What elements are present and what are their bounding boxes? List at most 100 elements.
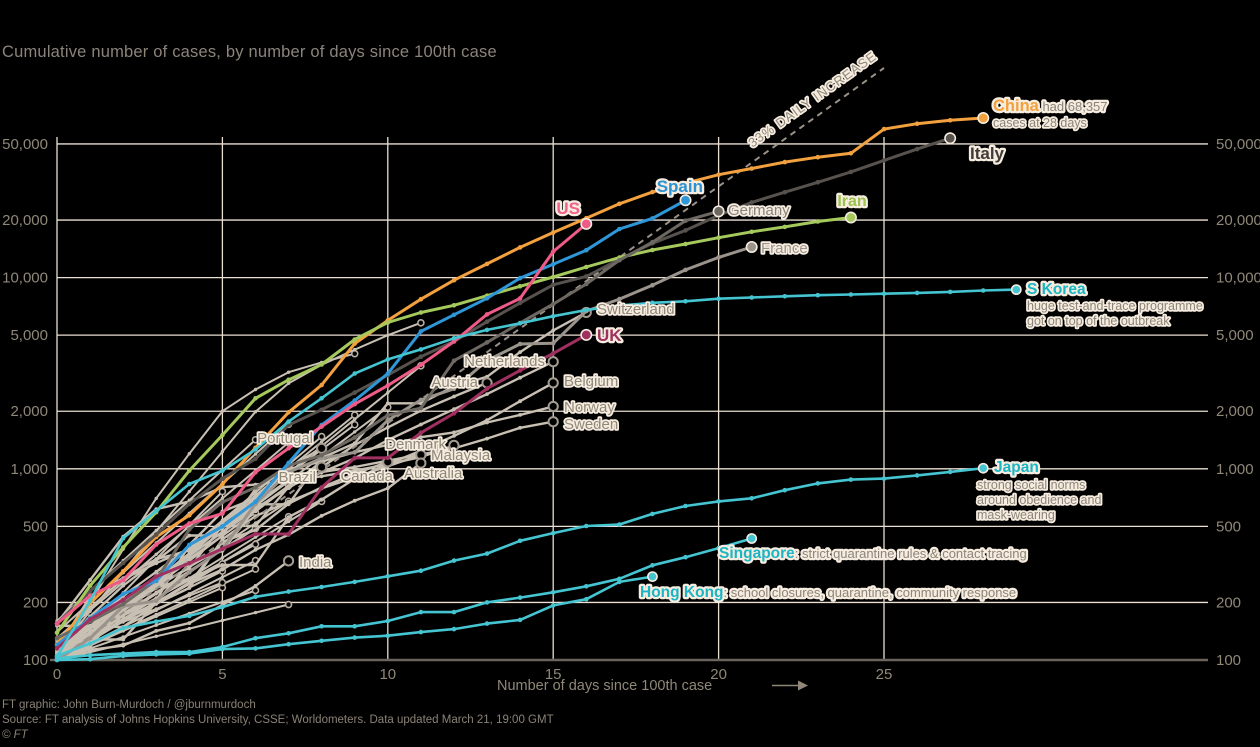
series-point bbox=[253, 396, 258, 401]
series-point bbox=[154, 558, 159, 563]
series-point bbox=[319, 453, 324, 458]
series-label-belgium: Belgium bbox=[564, 373, 618, 390]
series-point bbox=[153, 598, 159, 604]
series-point bbox=[87, 656, 93, 662]
series-point bbox=[286, 419, 291, 424]
series-point bbox=[584, 274, 589, 279]
series-point bbox=[54, 630, 60, 635]
series-point bbox=[550, 230, 556, 235]
series-point bbox=[517, 296, 523, 301]
series-point bbox=[451, 626, 457, 632]
series-point bbox=[815, 154, 821, 160]
series-endpoint-open bbox=[251, 540, 260, 549]
series-point bbox=[121, 583, 126, 588]
x-tick-label: 10 bbox=[379, 666, 396, 683]
series-point bbox=[120, 601, 126, 607]
series-point bbox=[352, 624, 358, 629]
series-point bbox=[451, 358, 457, 364]
series-point bbox=[120, 577, 126, 583]
series-point bbox=[220, 511, 225, 516]
series-line bbox=[55, 245, 754, 662]
daily-increase-label: 33% DAILY INCREASE bbox=[745, 48, 879, 150]
series-point bbox=[253, 535, 258, 539]
series-point bbox=[418, 609, 424, 615]
series-point bbox=[352, 435, 358, 440]
series-note: got on top of the outbreak bbox=[1027, 314, 1170, 328]
series-endpoint-open bbox=[251, 565, 260, 573]
series-point bbox=[286, 445, 291, 451]
series-point bbox=[518, 425, 522, 430]
y-tick-label-left: 10,000 bbox=[2, 270, 48, 287]
series-point bbox=[120, 625, 126, 631]
series-point bbox=[385, 357, 391, 362]
series-point bbox=[914, 146, 920, 152]
series-point bbox=[484, 261, 490, 267]
series-point bbox=[518, 375, 522, 380]
series-point bbox=[352, 579, 358, 585]
series-point bbox=[584, 247, 589, 253]
series-point bbox=[683, 503, 688, 509]
series-point bbox=[253, 456, 258, 462]
series-point bbox=[848, 292, 854, 297]
series-point bbox=[54, 621, 60, 626]
series-point bbox=[848, 151, 854, 156]
y-tick-label-left: 2,000 bbox=[10, 403, 48, 420]
series-point bbox=[154, 629, 159, 633]
series-point bbox=[418, 354, 424, 360]
series-point bbox=[550, 249, 556, 254]
series-point bbox=[120, 545, 126, 550]
series-point bbox=[187, 582, 192, 586]
series-endpoint bbox=[679, 194, 692, 207]
series-point bbox=[286, 589, 291, 594]
series-point bbox=[947, 118, 953, 123]
series-point bbox=[352, 455, 358, 461]
series-point bbox=[154, 623, 158, 627]
series-point bbox=[518, 350, 522, 354]
chart-footer: FT graphic: John Burn-Murdoch / @jburnmu… bbox=[2, 698, 554, 743]
series-point bbox=[385, 438, 390, 442]
series-point bbox=[881, 126, 887, 132]
y-tick-label-right: 100 bbox=[1216, 652, 1241, 669]
series-label-us: US bbox=[556, 199, 580, 218]
series-point bbox=[452, 407, 456, 412]
series-point bbox=[220, 567, 225, 572]
series-point bbox=[120, 536, 126, 541]
series-point bbox=[220, 600, 225, 604]
series-point bbox=[650, 189, 655, 195]
series-label-iran: Iran bbox=[837, 193, 866, 210]
series-point bbox=[484, 312, 490, 317]
series-point bbox=[352, 401, 358, 407]
series-point bbox=[153, 652, 159, 657]
series-point bbox=[914, 121, 920, 126]
series-endpoint-open bbox=[251, 435, 260, 444]
series-point bbox=[749, 295, 754, 300]
series-endpoint-open bbox=[547, 377, 559, 389]
series-point bbox=[716, 545, 721, 551]
series-point bbox=[319, 497, 324, 502]
series-endpoint bbox=[580, 328, 593, 341]
series-point bbox=[418, 296, 424, 302]
series-point bbox=[286, 515, 291, 519]
series-line bbox=[55, 461, 423, 656]
series-point bbox=[550, 351, 556, 356]
series-point bbox=[187, 552, 192, 557]
series-label-japan: Japan bbox=[994, 459, 1039, 476]
series-point bbox=[451, 277, 457, 283]
series-point bbox=[451, 336, 457, 341]
series-label-germany: Germany bbox=[728, 202, 790, 219]
series-point bbox=[253, 410, 258, 414]
series-point bbox=[418, 405, 424, 411]
x-tick-label: 25 bbox=[876, 666, 893, 683]
series-point bbox=[914, 290, 920, 296]
series-labels: Switzerland Netherlands Austria Belgium Norw… bbox=[255, 95, 1204, 604]
series-point bbox=[121, 614, 125, 618]
series-point bbox=[650, 300, 655, 306]
series-point bbox=[253, 563, 258, 567]
series-point bbox=[220, 449, 225, 454]
series-label-singapore: Singapore: strict quarantine rules & con… bbox=[719, 545, 1027, 562]
series-point bbox=[418, 329, 424, 334]
series-point bbox=[220, 556, 225, 560]
y-tick-label-left: 500 bbox=[23, 518, 48, 535]
series-point bbox=[153, 574, 159, 579]
